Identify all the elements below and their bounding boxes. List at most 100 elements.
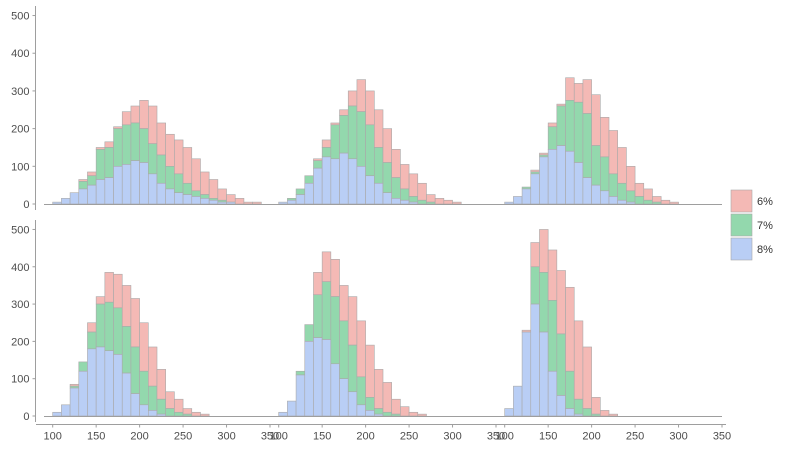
bar-8pct xyxy=(165,188,175,205)
bar-7pct xyxy=(391,413,401,417)
bar-8pct xyxy=(513,385,523,417)
bar-6pct xyxy=(321,139,332,148)
bar-7pct xyxy=(382,411,392,417)
bar-8pct xyxy=(391,198,401,205)
bar-8pct xyxy=(539,331,549,417)
y-tick-label: 400 xyxy=(11,48,29,60)
bar-6pct xyxy=(382,382,392,413)
bar-6pct xyxy=(139,322,149,372)
bar-6pct xyxy=(400,164,410,190)
bar-6pct xyxy=(443,199,453,205)
bar-7pct xyxy=(121,326,132,374)
bar-8pct xyxy=(104,350,114,417)
x-tick-label: 200 xyxy=(356,431,374,443)
bar-8pct xyxy=(573,162,584,205)
bar-6pct xyxy=(417,413,427,417)
legend-swatch xyxy=(730,189,753,213)
bar-6pct xyxy=(365,344,375,398)
bar-6pct xyxy=(113,273,123,309)
bar-7pct xyxy=(113,128,123,167)
bar-6pct xyxy=(356,320,366,378)
bar-6pct xyxy=(434,198,445,205)
y-tick-label: 0 xyxy=(23,411,29,423)
bar-8pct xyxy=(547,370,558,417)
x-tick-label: 100 xyxy=(270,431,288,443)
bar-6pct xyxy=(660,199,671,205)
bar-7pct xyxy=(330,296,340,365)
bar-7pct xyxy=(530,266,540,305)
legend-swatch xyxy=(730,237,753,261)
bar-6pct xyxy=(330,259,340,297)
bar-7pct xyxy=(356,376,366,406)
x-tick-label: 150 xyxy=(539,431,557,443)
bar-8pct xyxy=(608,196,618,205)
bar-8pct xyxy=(148,410,158,417)
bar-7pct xyxy=(174,411,184,417)
bar-6pct xyxy=(121,285,132,327)
bar-6pct xyxy=(121,111,132,126)
bar-7pct xyxy=(600,156,610,192)
bar-6pct xyxy=(156,122,166,156)
bar-8pct xyxy=(339,152,349,205)
bar-7pct xyxy=(191,190,201,197)
bar-8pct xyxy=(626,201,636,205)
bar-8pct xyxy=(530,173,540,205)
bar-8pct xyxy=(582,177,592,205)
bar-8pct xyxy=(287,199,297,205)
bar-7pct xyxy=(547,300,558,372)
bar-7pct xyxy=(539,272,549,333)
bar-8pct xyxy=(156,182,166,205)
bar-6pct xyxy=(608,413,618,417)
x-tick-label: 300 xyxy=(669,431,687,443)
bar-7pct xyxy=(591,413,601,417)
bar-8pct xyxy=(513,196,523,205)
x-tick-label: 250 xyxy=(174,431,192,443)
bar-7pct xyxy=(87,175,97,186)
bar-7pct xyxy=(148,143,158,175)
bar-6pct xyxy=(217,188,227,201)
x-tick-label: 200 xyxy=(130,431,148,443)
bar-6pct xyxy=(391,149,401,178)
bar-8pct xyxy=(52,201,62,205)
bar-6pct xyxy=(200,171,210,195)
bar-7pct xyxy=(165,166,175,190)
y-tick-label: 100 xyxy=(11,161,29,173)
bar-8pct xyxy=(182,194,193,205)
bar-6pct xyxy=(565,77,575,101)
bar-7pct xyxy=(339,115,349,154)
bar-6pct xyxy=(87,171,97,177)
bar-6pct xyxy=(652,196,662,203)
bar-6pct xyxy=(182,408,193,415)
bar-6pct xyxy=(313,272,323,296)
y-tick-label: 500 xyxy=(11,224,29,236)
bar-7pct xyxy=(95,149,106,180)
legend-label: 7% xyxy=(757,220,773,232)
bar-8pct xyxy=(339,378,349,417)
bar-7pct xyxy=(130,122,140,161)
bar-8pct xyxy=(113,354,123,417)
bar-6pct xyxy=(374,369,384,409)
bar-6pct xyxy=(356,79,366,112)
bar-6pct xyxy=(347,90,358,107)
bar-6pct xyxy=(600,410,610,417)
bar-8pct xyxy=(208,199,219,205)
bar-8pct xyxy=(121,164,132,205)
bar-8pct xyxy=(191,196,201,205)
bar-6pct xyxy=(591,397,601,415)
bar-6pct xyxy=(626,166,636,192)
bar-6pct xyxy=(391,398,401,415)
bar-7pct xyxy=(139,370,149,406)
bar-6pct xyxy=(408,173,419,197)
bar-6pct xyxy=(104,141,114,148)
bar-8pct xyxy=(504,408,514,417)
bar-8pct xyxy=(217,201,227,205)
bar-8pct xyxy=(408,201,419,205)
bar-6pct xyxy=(243,201,253,205)
bar-7pct xyxy=(330,124,340,160)
bar-8pct xyxy=(87,348,97,417)
x-tick-label: 100 xyxy=(496,431,514,443)
bar-8pct xyxy=(504,201,514,205)
bar-8pct xyxy=(617,199,627,205)
x-tick-label: 100 xyxy=(44,431,62,443)
